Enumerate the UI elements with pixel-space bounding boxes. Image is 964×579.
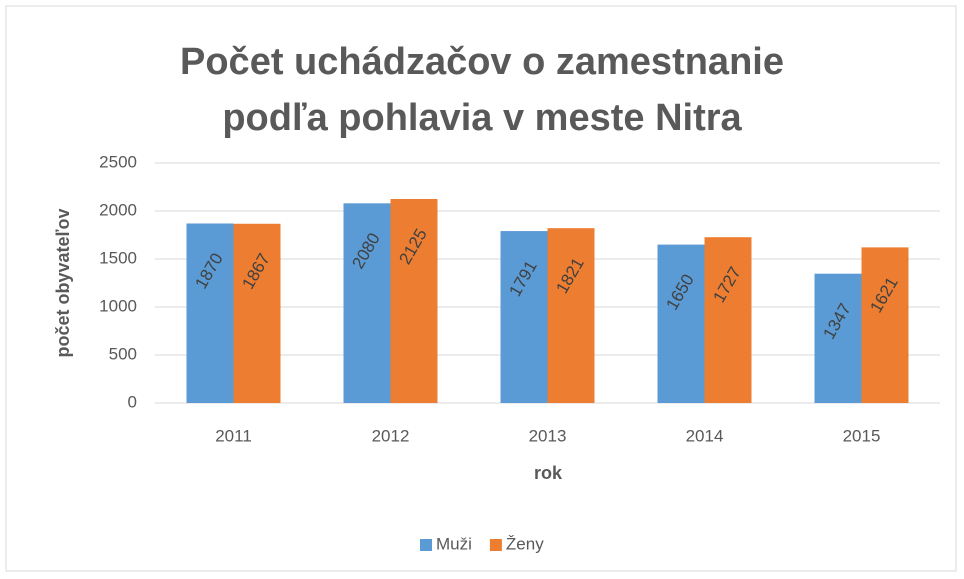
x-tick-label: 2015	[843, 426, 881, 445]
legend-swatch	[489, 539, 502, 551]
chart-frame	[5, 5, 957, 572]
y-tick-label: 2000	[99, 200, 137, 219]
bar	[861, 247, 909, 403]
y-tick-label: 500	[109, 344, 137, 363]
bar	[704, 237, 752, 403]
x-tick-label: 2013	[529, 426, 567, 445]
bar	[390, 199, 438, 403]
y-tick-label: 1500	[99, 248, 137, 267]
chart-title: Počet uchádzačov o zamestnanie podľa poh…	[180, 41, 784, 139]
legend-label: Ženy	[506, 534, 544, 553]
y-tick-label: 2500	[99, 152, 137, 171]
x-tick-label: 2014	[686, 426, 724, 445]
legend-swatch	[420, 539, 432, 551]
bar	[500, 231, 548, 403]
y-tick-label: 1000	[99, 296, 137, 315]
bar	[233, 223, 281, 403]
bar	[547, 228, 595, 403]
bar	[814, 273, 862, 403]
y-tick-label: 0	[128, 392, 137, 411]
x-tick-label: 2012	[372, 426, 410, 445]
x-tick-label: 2011	[215, 426, 252, 445]
x-axis-label: rok	[534, 463, 563, 483]
bar	[343, 203, 391, 403]
bar	[657, 244, 705, 403]
bar	[186, 223, 234, 403]
y-axis-label: počet obyvateľov	[53, 209, 73, 358]
legend-label: Muži	[436, 534, 472, 553]
